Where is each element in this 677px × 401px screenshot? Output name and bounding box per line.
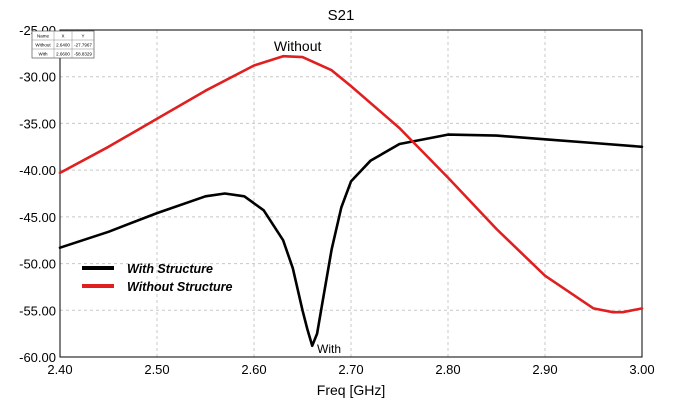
marker-table: Name X Y Without 2.6400 -27.7967 With 2.6600 -58…	[31, 30, 95, 59]
y-tick-label: -40.00	[19, 163, 56, 178]
y-tick-label: -55.00	[19, 303, 56, 318]
x-tick-label: 2.40	[47, 362, 72, 377]
x-tick-label: 2.70	[338, 362, 363, 377]
x-tick-label: 2.60	[241, 362, 266, 377]
marker-table-cell: With	[39, 52, 48, 57]
marker-table-cell: 2.6600	[56, 52, 70, 57]
x-axis-label: Freq [GHz]	[317, 382, 385, 398]
marker-table-box	[31, 30, 95, 59]
legend-label: With Structure	[127, 262, 213, 276]
y-tick-label: -60.00	[19, 350, 56, 365]
legend: With Structure Without Structure	[82, 262, 232, 294]
marker-table-header: Name	[37, 34, 50, 39]
series-lines	[58, 54, 644, 348]
x-tick-label: 2.80	[435, 362, 460, 377]
x-tick-label: 3.00	[629, 362, 654, 377]
x-tick-label: 2.90	[532, 362, 557, 377]
marker-table-header: Y	[81, 34, 84, 39]
x-tick-label: 2.50	[144, 362, 169, 377]
annotation-label: With	[317, 342, 341, 356]
chart-title: S21	[328, 7, 355, 24]
marker-table-header: X	[61, 34, 64, 39]
annotation-label: Without	[274, 38, 322, 54]
series-line-without-structure	[58, 54, 644, 314]
y-tick-label: -30.00	[19, 70, 56, 85]
marker-table-cell: 2.6400	[56, 43, 70, 48]
marker-table-cell: -27.7967	[74, 43, 92, 48]
y-tick-label: -50.00	[19, 257, 56, 272]
legend-label: Without Structure	[127, 280, 232, 294]
plot-frame	[59, 29, 643, 358]
y-axis-ticks: -25.00-30.00-35.00-40.00-45.00-50.00-55.…	[19, 23, 56, 365]
y-tick-label: -35.00	[19, 116, 56, 131]
grid	[59, 29, 643, 358]
marker-table-cell: Without	[35, 43, 51, 48]
annotations: Without With	[274, 38, 341, 356]
marker-table-cell: -58.8329	[74, 52, 92, 57]
x-axis-ticks: 2.40 2.50 2.60 2.70 2.80 2.90 3.00	[47, 362, 654, 377]
y-tick-label: -45.00	[19, 210, 56, 225]
series-line-with-structure	[58, 133, 644, 348]
